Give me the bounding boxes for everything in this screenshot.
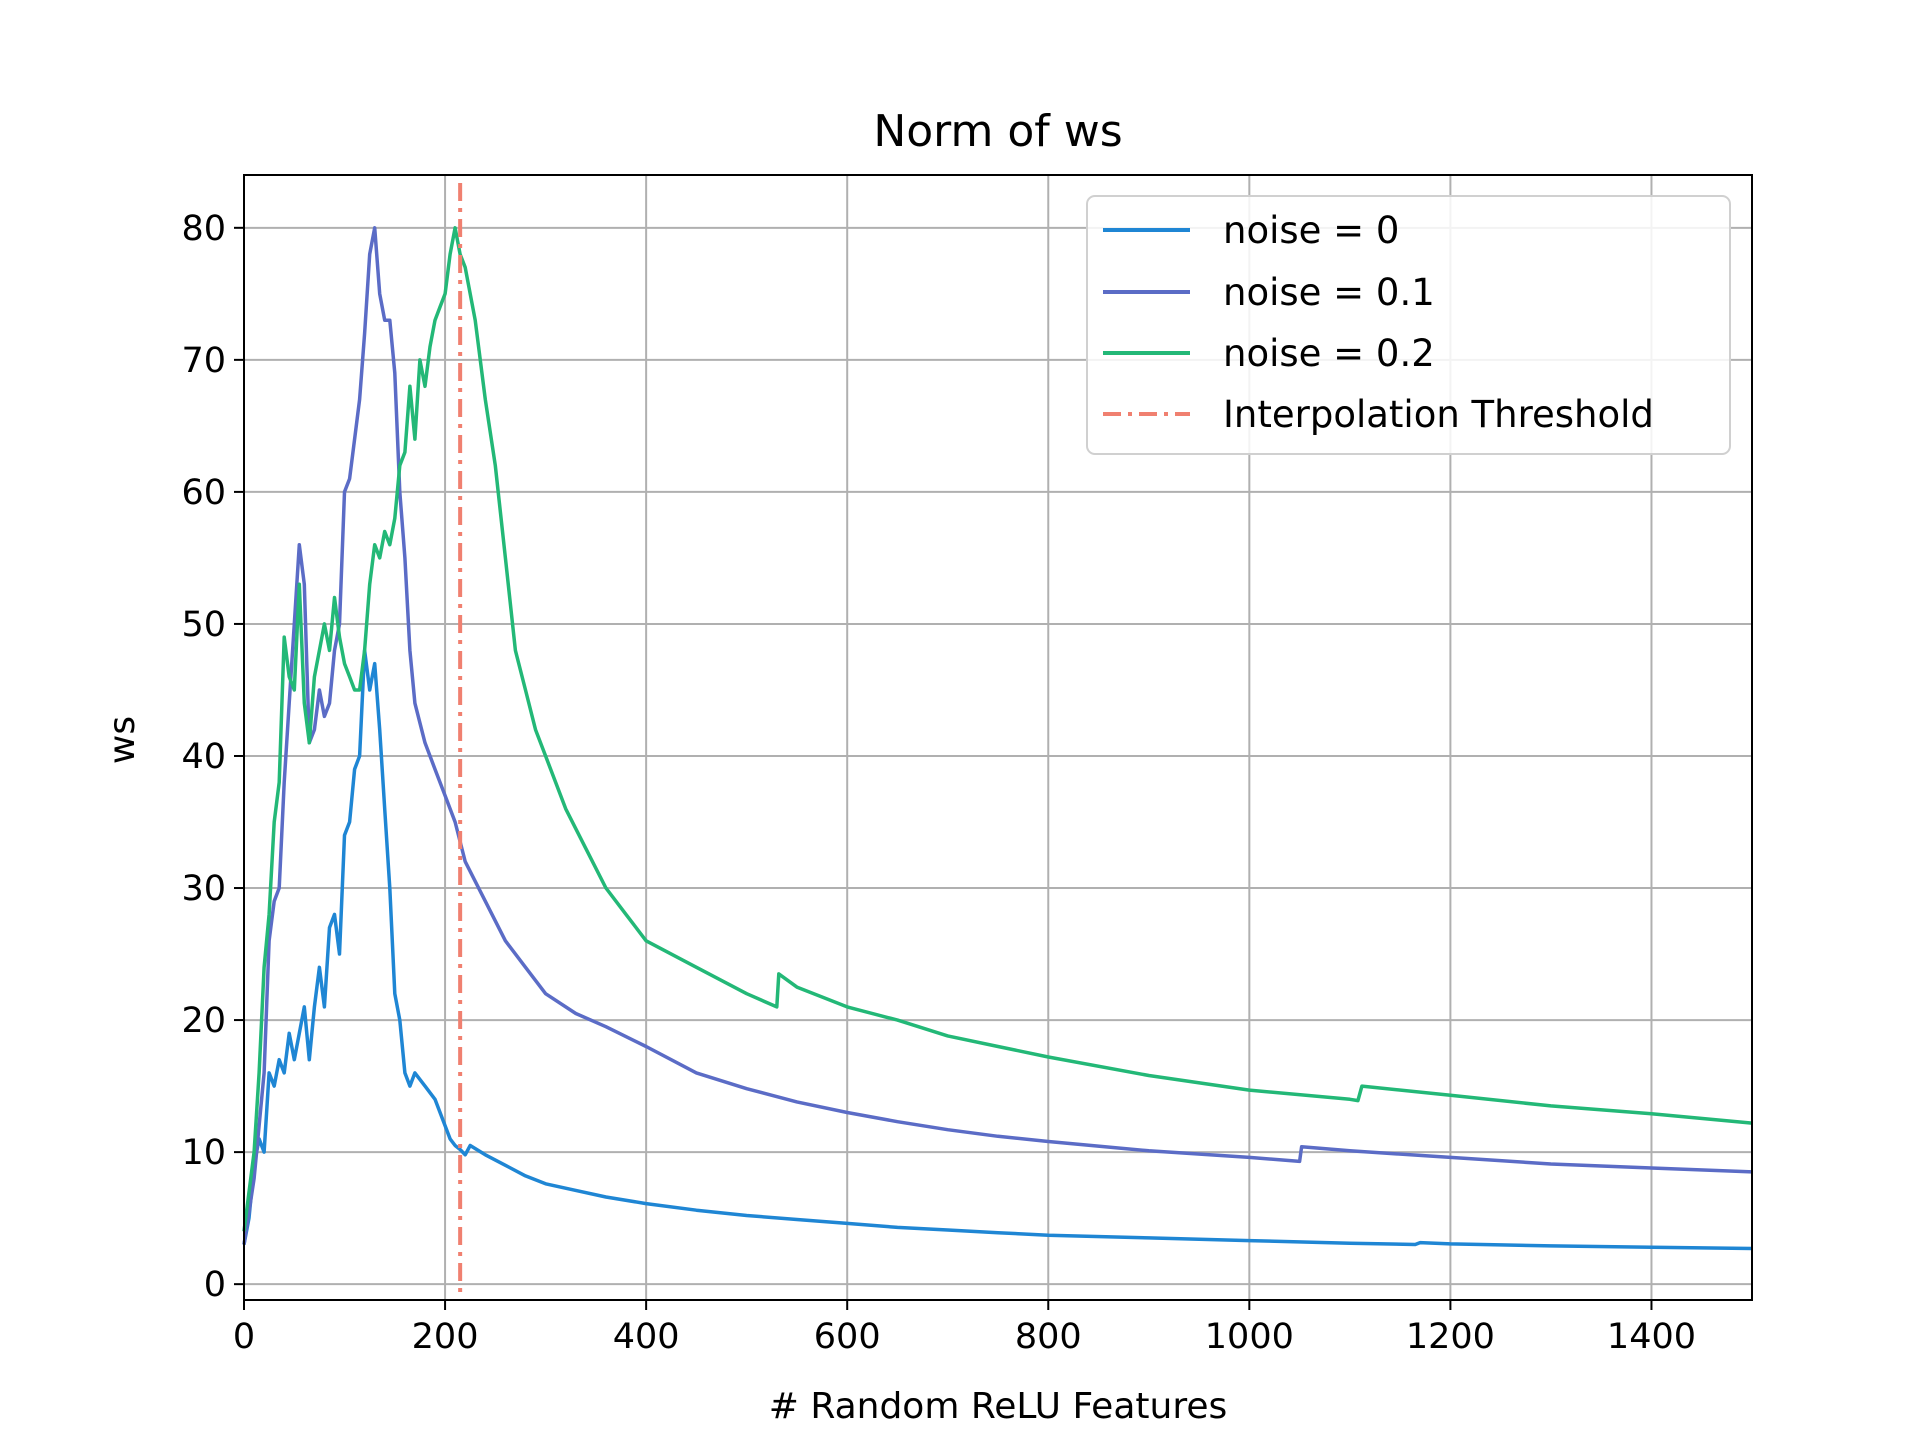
x-tick-label: 1400 [1607, 1317, 1696, 1357]
y-tick-label: 80 [181, 209, 226, 249]
y-tick-label: 70 [181, 341, 226, 381]
y-tick-label: 50 [181, 605, 226, 645]
legend: noise = 0 noise = 0.1 noise = 0.2 Interp… [1086, 195, 1731, 455]
x-tick-label: 200 [412, 1317, 479, 1357]
x-tick-label: 1200 [1406, 1317, 1495, 1357]
y-tick-label: 30 [181, 869, 226, 909]
y-tick-label: 40 [181, 737, 226, 777]
y-tick-label: 20 [181, 1001, 226, 1041]
legend-label-interpolation-threshold: Interpolation Threshold [1223, 393, 1654, 436]
y-tick-label: 0 [204, 1265, 226, 1305]
legend-box [1086, 195, 1731, 455]
x-tick-label: 400 [613, 1317, 680, 1357]
plot-area [242, 183, 1753, 1300]
x-tick-label: 0 [233, 1317, 255, 1357]
series-line-noise-0-2 [242, 226, 1753, 1232]
x-tick-label: 600 [814, 1317, 881, 1357]
chart-title: Norm of ws [873, 106, 1122, 157]
y-axis-label: ws [102, 716, 143, 764]
x-tick-label: 800 [1015, 1317, 1082, 1357]
legend-label-noise-0-2: noise = 0.2 [1223, 332, 1435, 375]
series-line-noise-0 [242, 648, 1753, 1251]
legend-label-noise-0-1: noise = 0.1 [1223, 271, 1435, 314]
y-tick-label: 60 [181, 473, 226, 513]
series-line-noise-0-1 [242, 226, 1753, 1245]
x-axis-label: # Random ReLU Features [769, 1386, 1228, 1427]
y-tick-label: 10 [181, 1133, 226, 1173]
legend-label-noise-0: noise = 0 [1223, 209, 1399, 252]
axis-ticks: 0 200 400 600 800 1000 1200 1400 0 10 20 30 40 50 60 70… [181, 209, 1696, 1357]
axes-frame [243, 174, 1753, 1301]
x-tick-label: 1000 [1205, 1317, 1294, 1357]
